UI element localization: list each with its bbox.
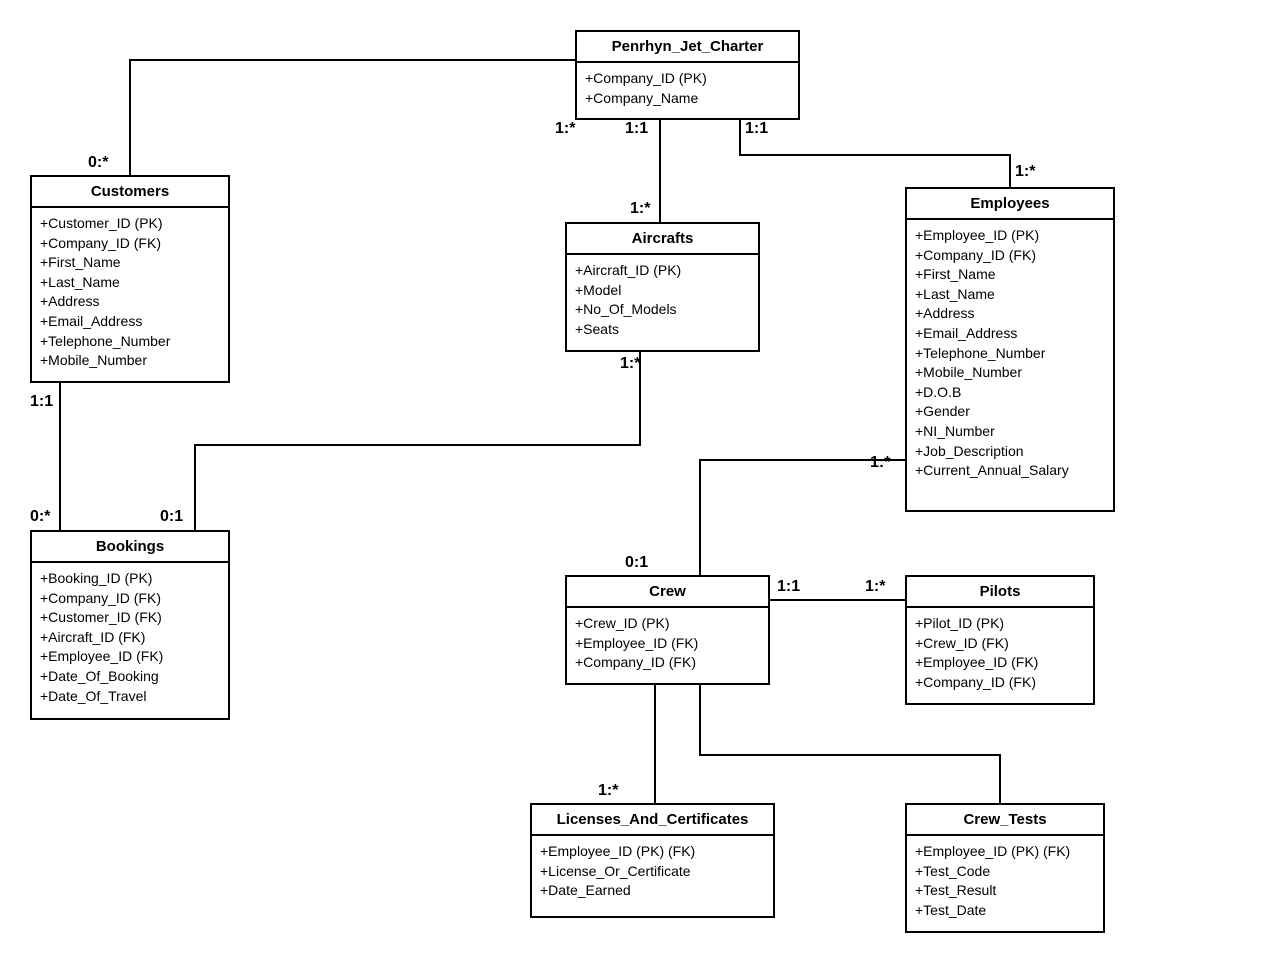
multiplicity-label: 1:1 <box>777 578 800 596</box>
entity-title: Aircrafts <box>567 224 758 255</box>
entity-crewtests: Crew_Tests+Employee_ID (PK) (FK)+Test_Co… <box>905 803 1105 933</box>
entity-aircrafts: Aircrafts+Aircraft_ID (PK)+Model+No_Of_M… <box>565 222 760 352</box>
entity-attrs: +Pilot_ID (PK)+Crew_ID (FK)+Employee_ID … <box>907 608 1093 702</box>
entity-attr: +No_Of_Models <box>575 300 750 320</box>
entity-attrs: +Aircraft_ID (PK)+Model+No_Of_Models+Sea… <box>567 255 758 349</box>
entity-title: Crew <box>567 577 768 608</box>
entity-attr: +Company_ID (FK) <box>915 673 1085 693</box>
multiplicity-label: 1:* <box>620 355 640 373</box>
entity-attr: +Model <box>575 281 750 301</box>
entity-customers: Customers+Customer_ID (PK)+Company_ID (F… <box>30 175 230 383</box>
entity-attr: +Employee_ID (PK) <box>915 226 1105 246</box>
entity-title: Licenses_And_Certificates <box>532 805 773 836</box>
entity-attr: +Date_Of_Booking <box>40 667 220 687</box>
edge-employees-crew <box>700 460 905 575</box>
entity-attr: +D.O.B <box>915 383 1105 403</box>
entity-company: Penrhyn_Jet_Charter+Company_ID (PK)+Comp… <box>575 30 800 120</box>
entity-title: Customers <box>32 177 228 208</box>
entity-attr: +Mobile_Number <box>915 363 1105 383</box>
entity-title: Penrhyn_Jet_Charter <box>577 32 798 63</box>
entity-attr: +Telephone_Number <box>915 344 1105 364</box>
entity-attrs: +Booking_ID (PK)+Company_ID (FK)+Custome… <box>32 563 228 716</box>
multiplicity-label: 1:1 <box>745 120 768 138</box>
entity-attr: +License_Or_Certificate <box>540 862 765 882</box>
entity-attr: +Employee_ID (FK) <box>915 653 1085 673</box>
multiplicity-label: 1:* <box>1015 163 1035 181</box>
entity-attrs: +Employee_ID (PK) (FK)+License_Or_Certif… <box>532 836 773 911</box>
entity-attr: +Gender <box>915 402 1105 422</box>
entity-pilots: Pilots+Pilot_ID (PK)+Crew_ID (FK)+Employ… <box>905 575 1095 705</box>
entity-attr: +Company_ID (FK) <box>915 246 1105 266</box>
entity-attr: +Aircraft_ID (FK) <box>40 628 220 648</box>
entity-attr: +Aircraft_ID (PK) <box>575 261 750 281</box>
entity-attr: +Last_Name <box>40 273 220 293</box>
entity-attr: +Mobile_Number <box>40 351 220 371</box>
multiplicity-label: 0:* <box>30 508 50 526</box>
entity-attr: +Company_ID (FK) <box>575 653 760 673</box>
entity-licenses: Licenses_And_Certificates+Employee_ID (P… <box>530 803 775 918</box>
entity-employees: Employees+Employee_ID (PK)+Company_ID (F… <box>905 187 1115 512</box>
entity-attr: +Customer_ID (PK) <box>40 214 220 234</box>
entity-attr: +Address <box>915 304 1105 324</box>
entity-crew: Crew+Crew_ID (PK)+Employee_ID (FK)+Compa… <box>565 575 770 685</box>
entity-attr: +First_Name <box>40 253 220 273</box>
entity-attr: +Date_Of_Travel <box>40 687 220 707</box>
entity-title: Bookings <box>32 532 228 563</box>
multiplicity-label: 1:* <box>865 578 885 596</box>
entity-attr: +Address <box>40 292 220 312</box>
entity-attrs: +Employee_ID (PK)+Company_ID (FK)+First_… <box>907 220 1113 491</box>
multiplicity-label: 1:* <box>555 120 575 138</box>
entity-attr: +Employee_ID (FK) <box>40 647 220 667</box>
entity-attr: +Employee_ID (PK) (FK) <box>540 842 765 862</box>
entity-attr: +Test_Date <box>915 901 1095 921</box>
entity-attr: +Crew_ID (FK) <box>915 634 1085 654</box>
multiplicity-label: 1:* <box>598 782 618 800</box>
entity-attr: +Customer_ID (FK) <box>40 608 220 628</box>
entity-attr: +Test_Result <box>915 881 1095 901</box>
entity-attr: +Seats <box>575 320 750 340</box>
entity-attr: +Company_ID (PK) <box>585 69 790 89</box>
multiplicity-label: 1:1 <box>625 120 648 138</box>
entity-attr: +Job_Description <box>915 442 1105 462</box>
entity-attr: +Last_Name <box>915 285 1105 305</box>
entity-attr: +Company_ID (FK) <box>40 234 220 254</box>
multiplicity-label: 1:* <box>630 200 650 218</box>
entity-attrs: +Crew_ID (PK)+Employee_ID (FK)+Company_I… <box>567 608 768 683</box>
entity-attrs: +Customer_ID (PK)+Company_ID (FK)+First_… <box>32 208 228 381</box>
entity-attr: +Booking_ID (PK) <box>40 569 220 589</box>
entity-title: Pilots <box>907 577 1093 608</box>
edge-company-customers <box>130 60 595 175</box>
entity-title: Employees <box>907 189 1113 220</box>
entity-attr: +Email_Address <box>915 324 1105 344</box>
entity-attr: +NI_Number <box>915 422 1105 442</box>
edge-aircrafts-bookings <box>195 352 640 530</box>
entity-attr: +Crew_ID (PK) <box>575 614 760 634</box>
multiplicity-label: 1:1 <box>30 393 53 411</box>
entity-attr: +Pilot_ID (PK) <box>915 614 1085 634</box>
entity-attr: +Company_Name <box>585 89 790 109</box>
entity-attr: +Employee_ID (PK) (FK) <box>915 842 1095 862</box>
entity-attr: +Test_Code <box>915 862 1095 882</box>
entity-attr: +Employee_ID (FK) <box>575 634 760 654</box>
edge-company-employees <box>740 118 1010 187</box>
entity-attrs: +Employee_ID (PK) (FK)+Test_Code+Test_Re… <box>907 836 1103 930</box>
multiplicity-label: 1:* <box>870 454 890 472</box>
multiplicity-label: 0:1 <box>160 508 183 526</box>
entity-attr: +Telephone_Number <box>40 332 220 352</box>
diagram-canvas: Penrhyn_Jet_Charter+Company_ID (PK)+Comp… <box>0 0 1278 960</box>
entity-attr: +First_Name <box>915 265 1105 285</box>
entity-bookings: Bookings+Booking_ID (PK)+Company_ID (FK)… <box>30 530 230 720</box>
multiplicity-label: 0:1 <box>625 554 648 572</box>
entity-attr: +Email_Address <box>40 312 220 332</box>
entity-title: Crew_Tests <box>907 805 1103 836</box>
multiplicity-label: 0:* <box>88 154 108 172</box>
entity-attrs: +Company_ID (PK)+Company_Name <box>577 63 798 118</box>
entity-attr: +Current_Annual_Salary <box>915 461 1105 481</box>
entity-attr: +Company_ID (FK) <box>40 589 220 609</box>
entity-attr: +Date_Earned <box>540 881 765 901</box>
